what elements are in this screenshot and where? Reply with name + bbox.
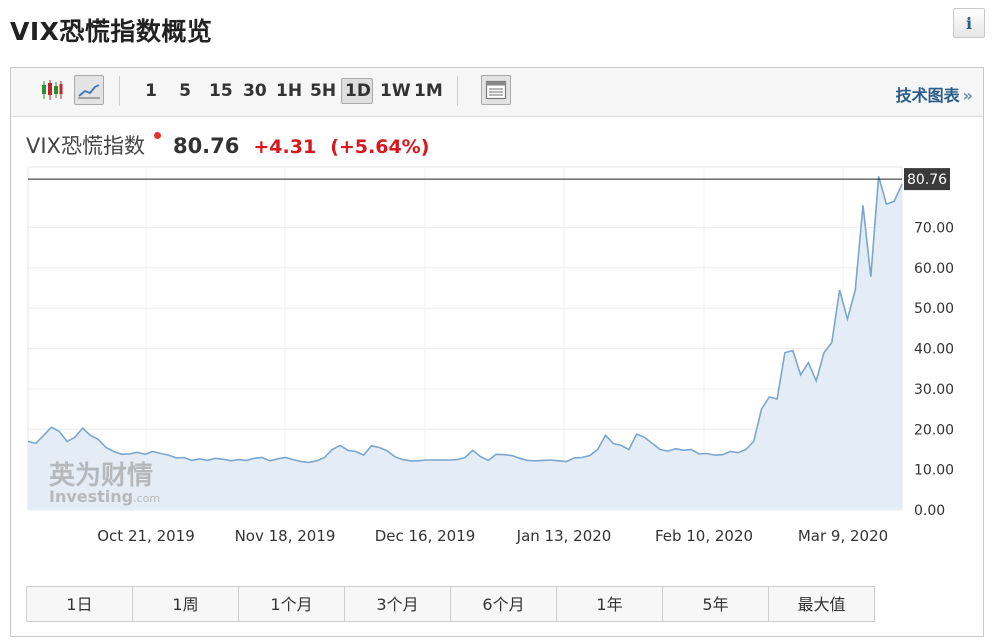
interval-15[interactable]: 15 — [209, 81, 233, 101]
chart-widget: 1 5 15 30 1H 5H 1D 1W 1M 技术图表» VIX恐慌指数 8… — [10, 67, 984, 637]
current-value-badge — [904, 168, 950, 191]
x-tick-label: Dec 16, 2019 — [375, 527, 476, 545]
instrument-name: VIX恐慌指数 — [26, 134, 145, 158]
y-tick-label: 70.00 — [914, 221, 954, 237]
time-range-bar: 1日 1周 1个月 3个月 6个月 1年 5年 最大值 — [26, 586, 875, 622]
series-line — [27, 176, 903, 464]
y-tick-label: 20.00 — [914, 422, 954, 438]
range-button-1m[interactable]: 1个月 — [238, 586, 345, 622]
info-icon: i — [965, 13, 973, 33]
interval-5h[interactable]: 5H — [310, 81, 337, 101]
y-tick-label: 0.00 — [914, 503, 945, 519]
interval-1[interactable]: 1 — [145, 81, 157, 101]
toolbar-divider — [119, 76, 120, 106]
chart-toolbar: 1 5 15 30 1H 5H 1D 1W 1M 技术图表» — [11, 68, 983, 117]
range-button-1w[interactable]: 1周 — [132, 586, 239, 622]
x-tick-label: Jan 13, 2020 — [516, 527, 612, 545]
interval-1h[interactable]: 1H — [276, 81, 303, 101]
range-button-1d[interactable]: 1日 — [26, 586, 133, 622]
technical-chart-link[interactable]: 技术图表» — [896, 82, 973, 106]
series-area-fill — [28, 176, 902, 511]
toolbar-divider — [457, 76, 458, 106]
y-tick-label: 60.00 — [914, 261, 954, 277]
page-title: VIX恐慌指数概览 — [10, 17, 213, 46]
watermark-logo-cn: 英为财情 — [49, 461, 153, 491]
overview-table-icon[interactable] — [481, 75, 511, 105]
info-button[interactable]: i — [953, 8, 985, 38]
chevron-double-right-icon: » — [962, 86, 973, 105]
line-chart-icon[interactable] — [74, 75, 104, 105]
x-tick-label: Oct 21, 2019 — [97, 527, 195, 545]
y-tick-label: 40.00 — [914, 342, 954, 358]
current-value-label: 80.76 — [907, 172, 947, 188]
last-price: 80.76 — [172, 134, 240, 158]
range-button-1y[interactable]: 1年 — [556, 586, 663, 622]
y-tick-label: 30.00 — [914, 382, 954, 398]
price-chart[interactable]: 0.00 10.00 20.00 30.00 40.00 50.00 60.00 70.00 O… — [11, 68, 983, 580]
interval-30[interactable]: 30 — [243, 81, 267, 101]
interval-5[interactable]: 5 — [179, 81, 191, 101]
candlestick-chart-icon[interactable] — [37, 75, 67, 105]
x-tick-label: Feb 10, 2020 — [655, 527, 753, 545]
x-tick-label: Mar 9, 2020 — [798, 527, 888, 545]
y-tick-label: 10.00 — [914, 463, 954, 479]
x-tick-label: Nov 18, 2019 — [235, 527, 336, 545]
interval-1d[interactable]: 1D — [341, 78, 373, 104]
market-status-dot — [153, 132, 161, 139]
range-button-max[interactable]: 最大值 — [768, 586, 875, 622]
technical-chart-label: 技术图表 — [895, 86, 960, 105]
watermark-logo-en: Investing.com — [49, 487, 160, 506]
quote-header: VIX恐慌指数 80.76 +4.31 (+5.64%) — [26, 130, 429, 162]
price-change: +4.31 — [253, 136, 317, 158]
range-button-6m[interactable]: 6个月 — [450, 586, 557, 622]
price-change-percent: (+5.64%) — [330, 136, 430, 158]
interval-1m[interactable]: 1M — [414, 81, 443, 101]
range-button-3m[interactable]: 3个月 — [344, 586, 451, 622]
range-button-5y[interactable]: 5年 — [662, 586, 769, 622]
interval-1w[interactable]: 1W — [380, 81, 411, 101]
y-tick-label: 50.00 — [914, 301, 954, 317]
